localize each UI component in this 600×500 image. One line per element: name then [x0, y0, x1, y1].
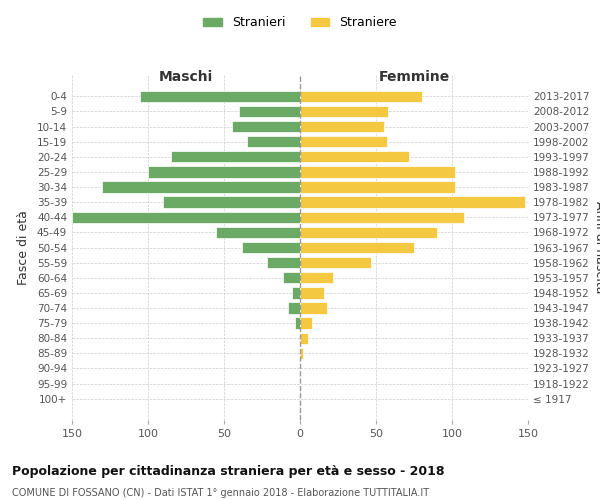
- Bar: [242, 242, 300, 253]
- Bar: [239, 106, 300, 117]
- Y-axis label: Fasce di età: Fasce di età: [17, 210, 30, 285]
- Legend: Stranieri, Straniere: Stranieri, Straniere: [198, 11, 402, 34]
- Bar: [300, 212, 464, 223]
- Text: COMUNE DI FOSSANO (CN) - Dati ISTAT 1° gennaio 2018 - Elaborazione TUTTITALIA.IT: COMUNE DI FOSSANO (CN) - Dati ISTAT 1° g…: [12, 488, 429, 498]
- Bar: [300, 242, 414, 253]
- Text: Femmine: Femmine: [379, 70, 449, 85]
- Bar: [300, 136, 386, 147]
- Bar: [232, 121, 300, 132]
- Bar: [148, 166, 300, 177]
- Bar: [300, 302, 328, 314]
- Bar: [295, 318, 300, 328]
- Bar: [300, 332, 308, 344]
- Bar: [300, 196, 525, 208]
- Text: Maschi: Maschi: [159, 70, 213, 85]
- Bar: [300, 226, 437, 238]
- Bar: [103, 182, 300, 192]
- Bar: [300, 272, 334, 283]
- Bar: [283, 272, 300, 283]
- Bar: [300, 166, 455, 177]
- Bar: [288, 302, 300, 314]
- Bar: [300, 257, 371, 268]
- Bar: [266, 257, 300, 268]
- Bar: [247, 136, 300, 147]
- Bar: [140, 90, 300, 102]
- Bar: [300, 318, 312, 328]
- Bar: [163, 196, 300, 208]
- Text: Popolazione per cittadinanza straniera per età e sesso - 2018: Popolazione per cittadinanza straniera p…: [12, 465, 445, 478]
- Bar: [300, 151, 409, 162]
- Bar: [300, 90, 422, 102]
- Bar: [292, 287, 300, 298]
- Bar: [171, 151, 300, 162]
- Bar: [300, 121, 383, 132]
- Bar: [300, 348, 303, 359]
- Bar: [300, 106, 388, 117]
- Bar: [72, 212, 300, 223]
- Bar: [300, 287, 325, 298]
- Bar: [300, 182, 455, 192]
- Y-axis label: Anni di nascita: Anni di nascita: [593, 201, 600, 294]
- Bar: [217, 226, 300, 238]
